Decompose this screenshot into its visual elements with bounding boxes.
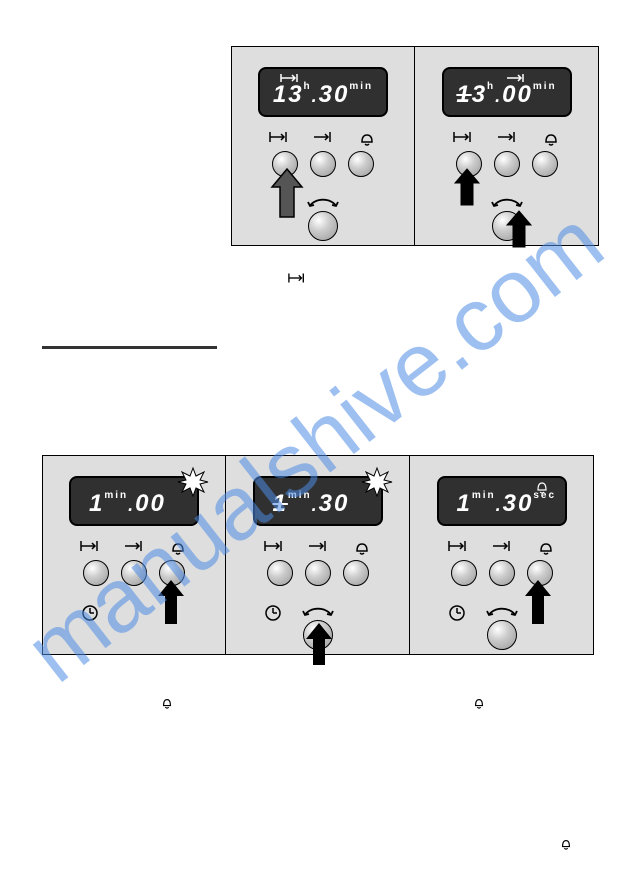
button-2[interactable] [489, 560, 515, 586]
pointer-arrow-icon [304, 621, 334, 667]
panel-top-1: 13h.30min [231, 46, 415, 246]
icons-row [452, 131, 562, 150]
panel-top-2: 13h.00min [415, 46, 599, 246]
knob-group [485, 601, 519, 650]
start-arrow-icon [312, 131, 334, 150]
panel-bottom-1: 1min.00 [42, 455, 226, 655]
bell-icon [473, 697, 485, 712]
button-2[interactable] [494, 151, 520, 177]
buttons-row [267, 560, 369, 586]
end-arrow-icon [263, 540, 285, 559]
lcd-display: 1min.30sec [437, 476, 567, 526]
clock-icon [81, 604, 99, 627]
rotate-icon [485, 601, 519, 622]
start-arrow-icon [307, 540, 329, 559]
bell-icon [161, 697, 173, 712]
button-1[interactable] [267, 560, 293, 586]
lcd-value: 13h.00min [444, 81, 570, 109]
button-3[interactable] [532, 151, 558, 177]
button-1[interactable] [451, 560, 477, 586]
end-arrow-icon [288, 272, 306, 287]
panel-bottom-3: 1min.30sec [410, 455, 594, 655]
start-arrow-icon [123, 540, 145, 559]
lcd-value: 1min.30 [255, 490, 381, 518]
button-3[interactable] [343, 560, 369, 586]
pointer-arrow-icon [523, 578, 553, 626]
clock-icon [264, 604, 282, 627]
pointer-arrow-icon [156, 578, 186, 626]
bell-icon [167, 540, 189, 559]
rotary-knob[interactable] [308, 211, 338, 241]
button-1[interactable] [83, 560, 109, 586]
lcd-display: 1min.30 [253, 476, 383, 526]
bell-icon [540, 131, 562, 150]
button-2[interactable] [310, 151, 336, 177]
lcd-display: 1min.00 [69, 476, 199, 526]
bell-icon [560, 838, 572, 853]
pointer-arrow-icon [270, 167, 304, 219]
bell-icon [351, 540, 373, 559]
bottom-panel-row: 1min.00 1min.30 [42, 455, 594, 655]
start-arrow-icon [496, 131, 518, 150]
top-panel-row: 13h.30min [231, 46, 599, 246]
icons-row [79, 540, 189, 559]
button-2[interactable] [121, 560, 147, 586]
lcd-display: 13h.30min [258, 67, 388, 117]
icons-row [263, 540, 373, 559]
lcd-display: 13h.00min [442, 67, 572, 117]
lcd-value: 1min.00 [71, 490, 197, 518]
end-arrow-icon [79, 540, 101, 559]
lcd-value: 13h.30min [260, 81, 386, 109]
clock-icon [448, 604, 466, 627]
lcd-value: 1min.30sec [439, 490, 565, 518]
icons-row [447, 540, 557, 559]
pointer-arrow-icon [505, 209, 533, 249]
end-arrow-icon [452, 131, 474, 150]
rotate-icon [301, 601, 335, 622]
pointer-arrow-icon [453, 167, 481, 207]
section-divider [42, 346, 217, 349]
bell-icon [356, 131, 378, 150]
icons-row [268, 131, 378, 150]
rotate-icon [306, 192, 340, 213]
end-arrow-icon [447, 540, 469, 559]
button-3[interactable] [348, 151, 374, 177]
end-arrow-icon [268, 131, 290, 150]
rotary-knob[interactable] [487, 620, 517, 650]
button-2[interactable] [305, 560, 331, 586]
bell-icon [535, 540, 557, 559]
panel-bottom-2: 1min.30 [226, 455, 410, 655]
start-arrow-icon [491, 540, 513, 559]
knob-group [306, 192, 340, 241]
